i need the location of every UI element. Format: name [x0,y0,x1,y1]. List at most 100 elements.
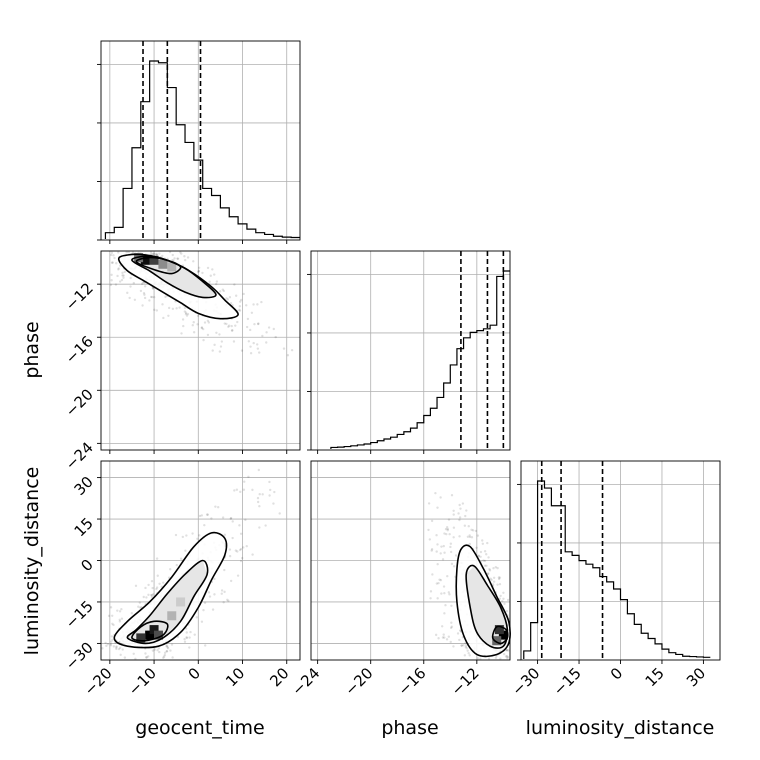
scatter-point [257,468,261,472]
scatter-point [130,612,134,615]
scatter-point [429,590,433,593]
scatter-point [120,617,124,620]
scatter-point [215,282,218,286]
scatter-point [501,599,504,603]
scatter-point [242,488,246,491]
heatmap-cell [176,597,186,607]
scatter-point [216,505,220,509]
scatter-point [161,254,164,258]
heatmap-cell [136,633,146,643]
scatter-point [179,557,183,560]
scatter-point [505,654,509,658]
scatter-point [439,496,442,499]
scatter-point [193,633,196,636]
xlabel-luminosity-distance: luminosity_distance [526,717,715,739]
x-tick-label: −12 [448,664,483,699]
scatter-point [203,321,207,324]
scatter-point [181,318,185,321]
scatter-point [208,595,212,598]
scatter-point [118,610,122,613]
scatter-point [183,258,187,262]
scatter-point [223,533,227,537]
scatter-point [443,551,446,554]
scatter-point [241,556,244,560]
heatmap-cell [167,262,177,272]
heatmap-cell [167,611,177,621]
scatter-point [427,502,431,505]
scatter-point [110,279,113,282]
scatter-point [489,577,492,580]
x-tick-label: −20 [341,664,376,699]
histogram-phase [330,270,510,449]
scatter-point [499,657,502,660]
scatter-point [448,532,451,536]
scatter-point [483,559,487,563]
y-tick-label: −15 [62,597,97,632]
scatter-point [471,529,475,532]
scatter-point [483,550,487,553]
x-tick-label: −24 [288,664,323,699]
scatter-point [502,597,505,600]
scatter-point [468,535,472,539]
scatter-point [109,644,113,647]
scatter-point [195,616,198,619]
scatter-point [268,480,271,484]
quantile-layer [142,41,604,660]
scatter-point [464,642,467,645]
scatter-point [206,333,210,337]
scatter-point [437,637,440,640]
scatter-point [245,544,248,548]
scatter-point [487,556,490,559]
scatter-point [155,586,159,589]
scatter-point [143,296,147,300]
panel-frame [310,250,511,451]
scatter-point [440,592,443,595]
scatter-point [476,534,480,537]
scatter-point [185,636,188,639]
scatter-point [240,349,244,352]
scatter-point [111,622,114,626]
scatter-point [246,317,250,321]
scatter-point [256,500,260,504]
scatter-point [133,298,137,301]
scatter-point [149,295,153,299]
scatter-point [430,519,434,523]
scatter-point [141,281,145,284]
scatter-point [253,322,256,326]
scatter-point [434,633,438,637]
scatter-point [192,260,195,263]
scatter-point [147,593,150,597]
scatter-point [436,543,439,546]
scatter-point [470,528,473,531]
scatter-point [450,494,454,497]
scatter-point [134,657,137,660]
scatter-point [492,567,495,570]
scatter-point [492,580,496,583]
scatter-point [466,535,470,539]
scatter-point [169,568,172,571]
scatter-point [196,537,199,541]
scatter-point [239,532,243,535]
scatter-point [503,602,506,606]
scatter-point [206,319,210,323]
scatter-point [109,283,113,287]
scatter-point [172,259,175,262]
scatter-point [198,534,201,537]
contour-layer [113,253,511,658]
scatter-point [188,646,191,649]
scatter-point [448,593,451,596]
heatmap-cell [153,630,163,640]
scatter-point [183,306,187,310]
scatter-point [452,565,456,568]
scatter-point [243,480,246,483]
scatter-point [452,513,455,516]
scatter-point [145,655,148,659]
scatter-point [257,322,260,325]
scatter-point [260,300,263,304]
scatter-point [459,507,462,510]
scatter-point [182,324,185,328]
scatter-point [116,609,119,612]
heatmap-cell [492,636,502,646]
x-tick-label: −10 [125,664,160,699]
